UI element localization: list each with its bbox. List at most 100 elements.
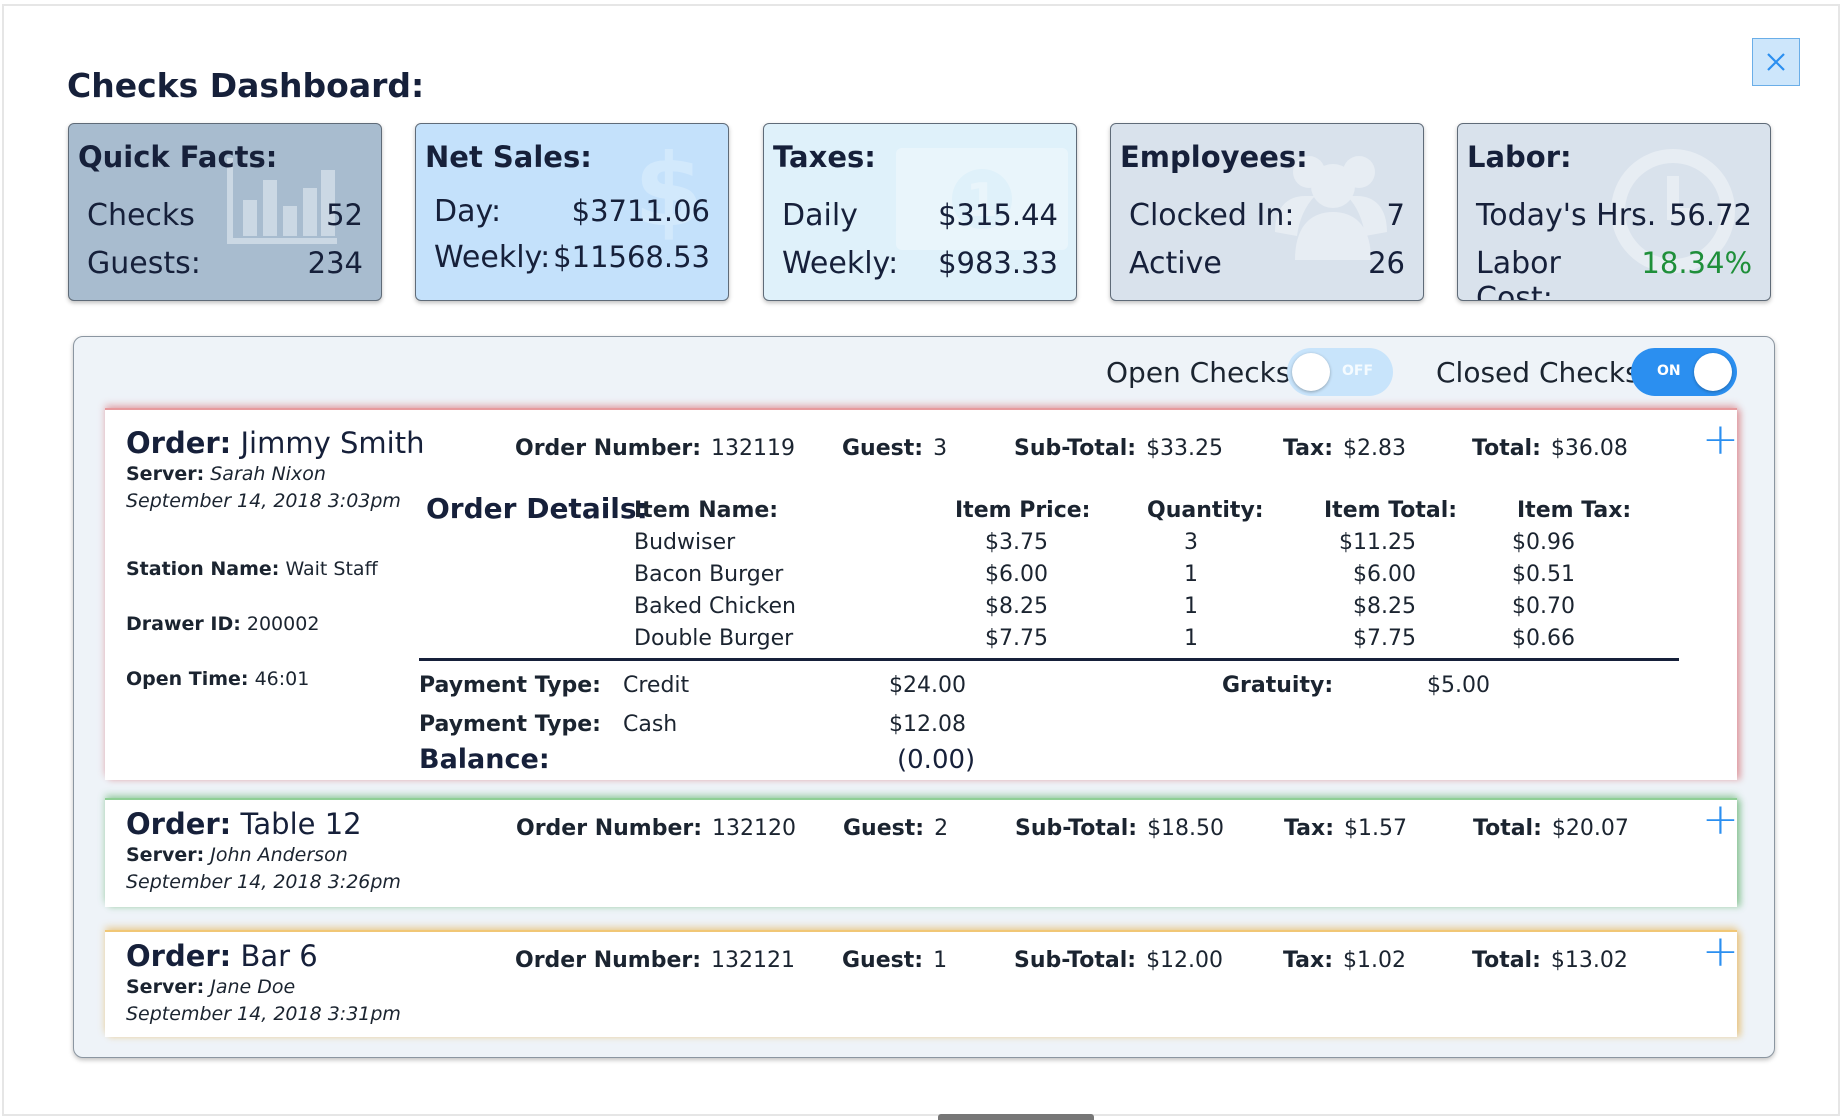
tax: Tax: $1.02 (1283, 948, 1406, 973)
checks-row: Checks 52 (87, 198, 363, 233)
users-icon (1275, 156, 1387, 260)
closed-checks-label: Closed Checks (1436, 356, 1640, 389)
item-total: $8.25 (1353, 594, 1416, 619)
order-number-label: Order Number: (515, 436, 702, 461)
todays-hours-row: Today's Hrs. 56.72 (1476, 198, 1752, 233)
order-card-bar-6[interactable]: Order: Bar 6 Server: Jane Doe September … (105, 926, 1739, 1037)
server-line: Server: Sarah Nixon (126, 463, 326, 485)
expand-plus-icon[interactable]: + (1702, 794, 1739, 845)
tax: Tax: $2.83 (1283, 436, 1406, 461)
clocked-in-row: Clocked In: 7 (1129, 198, 1405, 233)
daily-value: $315.44 (938, 198, 1058, 232)
payment-type-value: Cash (623, 712, 678, 737)
order-number: Order Number: 132120 (516, 816, 796, 841)
item-tax: $0.51 (1512, 562, 1575, 587)
sub-total-label: Sub-Total: (1014, 948, 1137, 973)
order-datetime: September 14, 2018 3:03pm (126, 490, 401, 512)
expand-plus-icon[interactable]: + (1702, 926, 1739, 977)
order-number-value: 132120 (712, 816, 797, 841)
open-time-value: 46:01 (254, 668, 310, 690)
total-label: Total: (1472, 436, 1541, 461)
total-label: Total: (1473, 816, 1542, 841)
sub-total-value: $33.25 (1146, 436, 1224, 461)
sub-total-label: Sub-Total: (1015, 816, 1138, 841)
order-label: Order: (126, 807, 232, 841)
order-number: Order Number: 132119 (515, 436, 795, 461)
total-value: $20.07 (1551, 816, 1629, 841)
total: Total: $13.02 (1472, 948, 1628, 973)
item-price: $8.25 (985, 594, 1048, 619)
sub-total-value: $12.00 (1146, 948, 1224, 973)
col-item-tax: Item Tax: (1517, 498, 1632, 523)
scrollbar-thumb[interactable] (938, 1114, 1094, 1120)
close-button[interactable] (1752, 38, 1800, 86)
order-name: Jimmy Smith (240, 426, 425, 460)
weekly-value: $11568.53 (553, 240, 710, 274)
order-card-table-12[interactable]: Order: Table 12 Server: John Anderson Se… (105, 794, 1739, 907)
closed-checks-toggle[interactable]: ON (1631, 348, 1737, 396)
item-qty: 1 (1184, 594, 1198, 619)
station-name-line: Station Name: Wait Staff (126, 558, 378, 580)
order-number-value: 132121 (711, 948, 796, 973)
item-total: $7.75 (1353, 626, 1416, 651)
tax-value: $1.02 (1343, 948, 1406, 973)
guests-label: Guests: (87, 246, 201, 281)
close-icon (1767, 53, 1785, 71)
item-total: $6.00 (1353, 562, 1416, 587)
order-label: Order: (126, 939, 232, 973)
payment-type-value: Credit (623, 673, 690, 698)
guest-value: 2 (934, 816, 949, 841)
station-name-value: Wait Staff (285, 558, 378, 580)
item-name: Bacon Burger (634, 562, 784, 587)
toggle-knob (1694, 353, 1732, 391)
open-time-label: Open Time: (126, 668, 249, 690)
checks-label: Checks (87, 198, 195, 233)
server-label: Server: (126, 463, 205, 485)
tax: Tax: $1.57 (1284, 816, 1407, 841)
guest-label: Guest: (843, 816, 925, 841)
labor-card: Labor: Today's Hrs. 56.72 Labor Cost: 18… (1457, 123, 1771, 301)
toggle-state: OFF (1342, 363, 1374, 379)
item-qty: 3 (1184, 530, 1198, 555)
checks-value: 52 (326, 198, 363, 232)
labor-cost-label: Labor Cost: (1476, 246, 1561, 301)
server-line: Server: Jane Doe (126, 976, 295, 998)
order-number: Order Number: 132121 (515, 948, 795, 973)
order-datetime: September 14, 2018 3:31pm (126, 1003, 401, 1025)
gratuity-label: Gratuity: (1222, 673, 1334, 698)
item-name: Baked Chicken (634, 594, 796, 619)
station-name-label: Station Name: (126, 558, 280, 580)
quick-facts-card: Quick Facts: Checks 52 Guests: 234 (68, 123, 382, 301)
item-tax: $0.96 (1512, 530, 1575, 555)
guest-count: Guest: 2 (843, 816, 948, 841)
item-price: $3.75 (985, 530, 1048, 555)
dollar-icon: $ (634, 132, 704, 249)
tax-value: $1.57 (1344, 816, 1407, 841)
expand-plus-icon[interactable]: + (1702, 414, 1739, 465)
tax-label: Tax: (1283, 436, 1334, 461)
weekly-value: $983.33 (938, 246, 1058, 280)
open-checks-toggle[interactable]: OFF (1287, 348, 1393, 396)
active-label: Active (1129, 246, 1222, 281)
item-price: $7.75 (985, 626, 1048, 651)
guest-value: 3 (933, 436, 948, 461)
order-name: Bar 6 (240, 939, 318, 973)
total: Total: $20.07 (1473, 816, 1629, 841)
total-label: Total: (1472, 948, 1541, 973)
toggle-knob (1292, 353, 1330, 391)
todays-hours-label: Today's Hrs. (1476, 198, 1657, 233)
col-quantity: Quantity: (1147, 498, 1264, 523)
tax-label: Tax: (1283, 948, 1334, 973)
payment-amount: $24.00 (889, 673, 966, 698)
clock-icon (1611, 149, 1735, 273)
daily-row: Daily $315.44 (782, 198, 1058, 233)
guest-label: Guest: (842, 436, 924, 461)
order-card-jimmy-smith[interactable]: Order: Jimmy Smith Server: Sarah Nixon S… (105, 410, 1739, 780)
order-title: Order: Jimmy Smith (126, 426, 424, 460)
clocked-in-value: 7 (1386, 198, 1405, 232)
guests-row: Guests: 234 (87, 246, 363, 281)
weekly-row: Weekly: $11568.53 (434, 240, 710, 275)
open-time-line: Open Time: 46:01 (126, 668, 309, 690)
active-value: 26 (1368, 246, 1405, 280)
bar-chart-icon (227, 158, 337, 244)
